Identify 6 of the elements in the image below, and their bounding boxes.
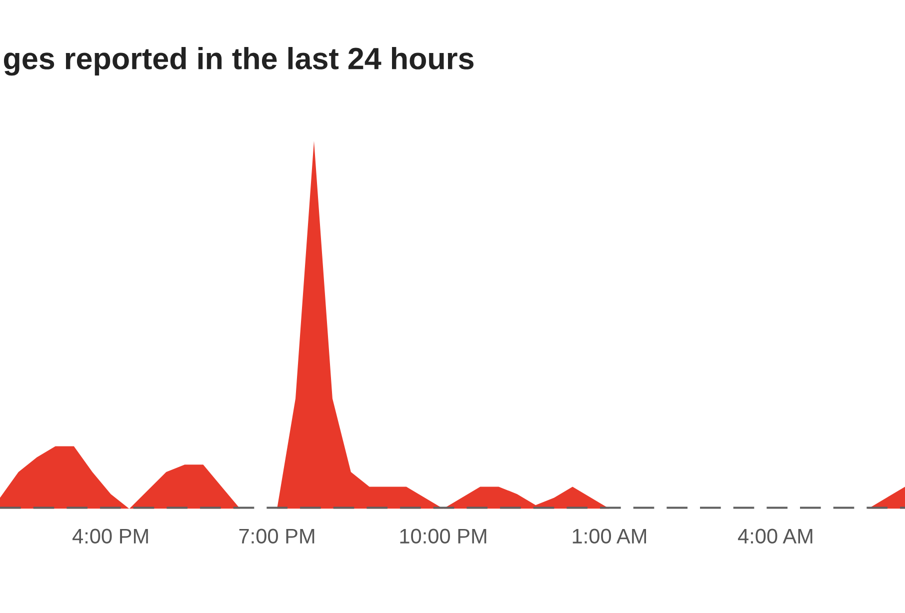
chart-title: ges reported in the last 24 hours: [4, 46, 474, 76]
x-tick-label: 1:00 AM: [572, 528, 646, 544]
x-tick-label: 10:00 PM: [400, 528, 486, 544]
x-tick-label: 7:00 PM: [239, 528, 314, 544]
x-tick-label: 4:00 AM: [738, 528, 812, 544]
x-tick-label: 4:00 PM: [72, 528, 148, 544]
